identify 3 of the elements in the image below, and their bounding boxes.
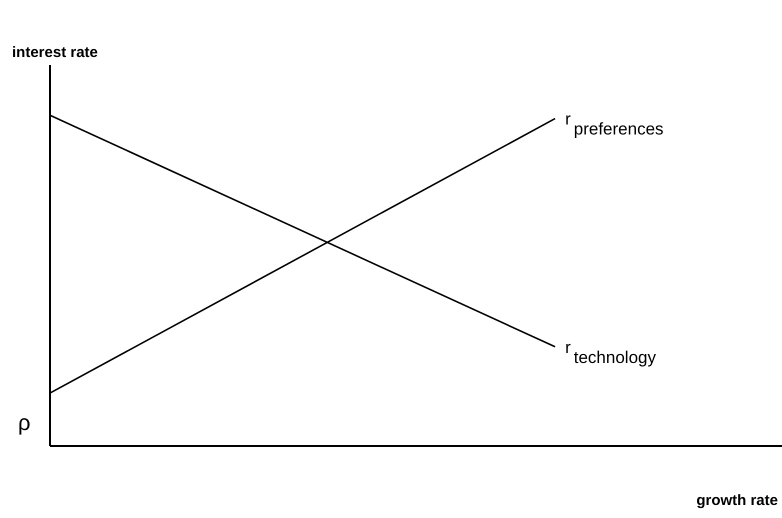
text: ρ	[18, 410, 31, 436]
y-axis-title: interest rate	[12, 44, 98, 61]
x-axis-title: growth rate	[696, 492, 778, 509]
